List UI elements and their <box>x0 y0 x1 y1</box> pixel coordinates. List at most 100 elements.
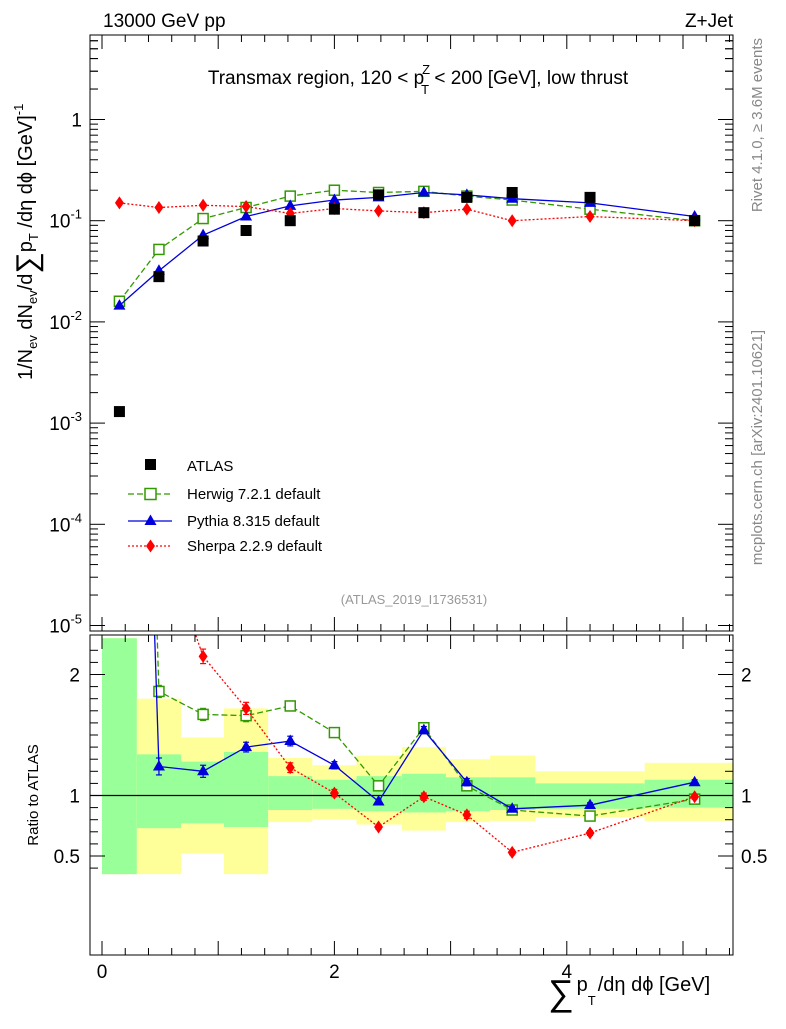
ratio-point-pythia <box>284 734 297 746</box>
data-point-atlas <box>240 225 252 237</box>
data-point-pythia <box>284 199 297 210</box>
ratio-point-herwig <box>197 708 209 721</box>
y-tick-label-right: 1 <box>741 787 752 808</box>
data-point-atlas <box>689 215 701 227</box>
data-point-atlas <box>461 191 473 203</box>
header-right: Z+Jet <box>685 11 734 32</box>
x-tick-label: 2 <box>329 962 340 983</box>
ratio-line-herwig <box>156 635 695 817</box>
data-point-atlas <box>584 191 596 203</box>
ratio-point-pythia <box>688 775 701 787</box>
side-label-lower: mcplots.cern.ch [arXiv:2401.10621] <box>749 330 766 565</box>
data-point-pythia <box>417 185 430 197</box>
data-point-herwig <box>197 212 209 225</box>
x-tick-label: 0 <box>97 962 108 983</box>
y-tick-label: 1 <box>69 787 80 808</box>
ratio-point-pythia <box>460 775 473 787</box>
legend-entry-sherpa: Sherpa 2.2.9 default <box>128 538 323 555</box>
legend-marker-atlas <box>145 459 156 470</box>
ratio-point-pythia <box>417 723 430 735</box>
legend: ATLAS Herwig 7.2.1 default Pythia 8.315 … <box>128 458 323 555</box>
legend-label-pythia: Pythia 8.315 default <box>187 513 320 530</box>
ratio-series-sherpa <box>194 635 700 859</box>
data-point-atlas <box>418 207 430 219</box>
legend-label-sherpa: Sherpa 2.2.9 default <box>187 538 323 555</box>
legend-entry-pythia: Pythia 8.315 default <box>128 513 320 530</box>
ratio-point-pythia <box>240 740 253 752</box>
ratio-series-herwig <box>153 635 701 822</box>
ratio-series <box>152 635 701 859</box>
y-tick-label-right: 0.5 <box>741 847 767 868</box>
main-plot-panel: 10-5 10-4 10-3 10-2 10-1 1 Transmax region, 1… <box>11 34 734 638</box>
ratio-point-sherpa <box>198 649 208 663</box>
series-line-pythia <box>119 191 695 307</box>
y-tick-label: 10-4 <box>49 510 82 536</box>
x-axis-label: ∑ pT/dη dϕ [GeV] <box>548 972 710 1013</box>
legend-marker-sherpa <box>146 539 155 553</box>
legend-entry-atlas: ATLAS <box>145 458 233 475</box>
data-point-sherpa <box>198 198 208 212</box>
y-tick-label: 1 <box>71 111 82 132</box>
ratio-point-pythia <box>197 764 210 776</box>
header-left: 13000 GeV pp <box>103 11 226 32</box>
y-tick-label: 10-1 <box>49 207 82 233</box>
y-tick-label: 2 <box>69 666 80 687</box>
ratio-plot-axes <box>90 635 733 955</box>
uncertainty-band-inner <box>644 779 733 808</box>
y-tick-label: 10-3 <box>49 409 82 435</box>
legend-entry-herwig: Herwig 7.2.1 default <box>128 486 321 503</box>
ratio-point-herwig <box>284 700 296 712</box>
ratio-plot-tick-labels: 0 2 4 0.5 0.5 1 1 2 2 <box>54 666 768 984</box>
plot-title: Transmax region, 120 < pZ T < 200 [GeV], … <box>208 62 629 97</box>
y-tick-label-right: 2 <box>741 666 752 687</box>
ratio-uncertainty-bands <box>90 638 733 875</box>
ratio-point-sherpa <box>285 761 295 775</box>
uncertainty-band-inner <box>224 751 269 827</box>
data-point-pythia <box>113 299 126 310</box>
ratio-line-pythia <box>153 635 695 810</box>
data-point-sherpa <box>154 201 164 215</box>
y-tick-label: 10-2 <box>49 308 82 334</box>
x-tick-label: 4 <box>562 962 573 983</box>
series-line-herwig <box>118 189 695 302</box>
data-point-atlas <box>506 186 518 198</box>
ratio-point-sherpa <box>507 845 517 859</box>
data-point-sherpa <box>241 200 251 214</box>
data-point-sherpa <box>462 202 472 216</box>
ratio-point-sherpa <box>241 701 251 715</box>
y-tick-label: 10-5 <box>49 612 82 638</box>
ratio-point-sherpa <box>585 826 595 840</box>
ratio-y-label: Ratio to ATLAS <box>25 744 42 845</box>
ratio-plot-panel: 0 2 4 0.5 0.5 1 1 2 2 Ratio to ATLAS ∑ pT/dη dϕ [… <box>25 634 768 1013</box>
main-plot-y-label: 1/Nev dNev/d∑pT /dη dϕ [GeV]-1 <box>11 104 44 380</box>
side-label-upper: Rivet 4.1.0, ≥ 3.6M events <box>749 38 766 212</box>
data-point-atlas <box>328 203 340 215</box>
ratio-point-herwig <box>372 780 385 792</box>
series-line-sherpa <box>119 202 695 222</box>
ratio-point-pythia <box>152 759 165 771</box>
ratio-line-sherpa <box>194 635 695 854</box>
ratio-point-sherpa <box>329 786 339 800</box>
data-point-sherpa <box>114 196 124 210</box>
y-tick-label: 0.5 <box>54 847 80 868</box>
ratio-point-herwig <box>584 810 596 822</box>
ratio-point-sherpa <box>419 790 429 804</box>
data-point-atlas <box>373 189 385 201</box>
data-point-sherpa <box>585 210 595 224</box>
data-point-sherpa <box>507 214 517 228</box>
data-point-pythia <box>328 193 341 205</box>
legend-label-herwig: Herwig 7.2.1 default <box>187 486 321 503</box>
main-plot-y-tick-labels: 10-5 10-4 10-3 10-2 10-1 1 <box>49 111 82 638</box>
data-point-sherpa <box>374 204 384 218</box>
ratio-point-sherpa <box>690 790 700 804</box>
ratio-point-sherpa <box>374 820 384 834</box>
ratio-point-herwig <box>153 685 165 698</box>
series-atlas <box>113 186 701 418</box>
ratio-point-pythia <box>584 798 597 810</box>
main-plot-y-axis <box>90 35 733 631</box>
analysis-watermark: (ATLAS_2019_I1736531) <box>341 592 487 607</box>
data-point-atlas <box>284 215 296 227</box>
data-point-atlas <box>113 406 125 418</box>
uncertainty-band-inner <box>268 776 313 811</box>
legend-label-atlas: ATLAS <box>187 458 233 475</box>
